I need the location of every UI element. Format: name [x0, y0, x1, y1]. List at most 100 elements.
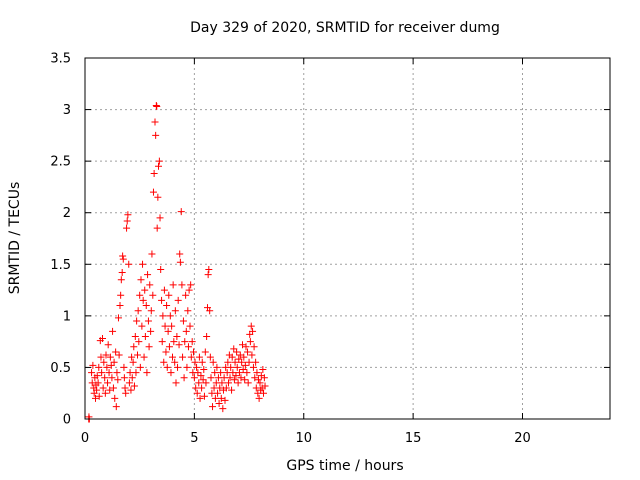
data-point — [155, 157, 163, 165]
y-tick-label: 1.5 — [50, 258, 71, 273]
data-point — [153, 102, 161, 110]
data-point — [144, 317, 152, 325]
data-point — [217, 369, 225, 377]
data-point — [104, 379, 112, 387]
data-point — [163, 302, 171, 310]
data-point — [110, 358, 118, 366]
data-point — [190, 374, 198, 382]
data-point — [136, 291, 144, 299]
data-point — [117, 291, 125, 299]
data-point — [177, 208, 185, 216]
y-tick-labels: 0 0.5 1 1.5 2 2.5 3 3.5 — [50, 52, 71, 428]
data-point — [256, 379, 264, 387]
data-point — [88, 369, 96, 377]
data-point — [231, 358, 239, 366]
data-point — [166, 312, 174, 320]
data-point — [123, 224, 131, 232]
data-point — [253, 369, 261, 377]
data-point — [228, 353, 236, 361]
data-point — [97, 353, 105, 361]
data-point — [132, 369, 140, 377]
data-point — [217, 394, 225, 402]
data-point — [135, 338, 143, 346]
data-point — [170, 338, 178, 346]
data-point — [211, 394, 219, 402]
data-point — [248, 351, 256, 359]
data-point — [154, 193, 162, 201]
data-point — [169, 281, 177, 289]
data-point — [130, 382, 138, 390]
x-tick-label: 10 — [295, 431, 312, 446]
data-point — [176, 258, 184, 266]
data-point — [197, 372, 205, 380]
data-point — [129, 358, 137, 366]
data-point — [209, 358, 217, 366]
data-point — [93, 386, 101, 394]
data-point — [180, 374, 188, 382]
data-point — [244, 348, 252, 356]
data-point — [251, 374, 259, 382]
data-point — [168, 322, 176, 330]
data-point — [147, 307, 155, 315]
data-point — [225, 379, 232, 387]
data-point — [153, 224, 161, 232]
data-point — [221, 396, 229, 404]
data-point — [175, 341, 183, 349]
y-tick-label: 0.5 — [50, 361, 71, 376]
data-point — [230, 345, 238, 353]
data-point — [252, 384, 260, 392]
data-point — [151, 118, 159, 126]
data-point — [155, 162, 162, 170]
data-point — [249, 363, 257, 371]
data-point — [157, 265, 165, 273]
data-point — [121, 384, 129, 392]
data-point — [128, 374, 136, 382]
data-point — [203, 332, 211, 340]
data-point — [241, 361, 249, 369]
data-point — [117, 276, 125, 284]
y-axis-title: SRMTID / TECUs — [7, 182, 23, 295]
data-point — [95, 363, 103, 371]
data-point — [174, 363, 182, 371]
data-point — [156, 214, 164, 222]
data-point — [194, 369, 202, 377]
data-point — [100, 358, 108, 366]
data-point — [160, 286, 168, 294]
data-point — [239, 365, 247, 373]
data-point — [185, 286, 193, 294]
data-point — [206, 307, 214, 315]
data-point — [119, 255, 127, 263]
data-point — [235, 355, 243, 363]
data-point — [141, 332, 149, 340]
y-tick-label: 3 — [63, 103, 71, 118]
data-point — [160, 358, 168, 366]
data-point — [93, 372, 101, 380]
data-point — [200, 392, 208, 400]
data-point — [136, 363, 144, 371]
data-point — [245, 358, 253, 366]
data-point — [138, 322, 146, 330]
data-point — [246, 338, 254, 346]
data-point — [173, 332, 181, 340]
data-point — [109, 384, 117, 392]
data-point — [179, 353, 187, 361]
x-tick-label: 0 — [81, 431, 89, 446]
data-point — [202, 379, 210, 387]
data-point — [149, 291, 157, 299]
data-point — [219, 405, 227, 413]
data-point — [114, 314, 122, 322]
data-point — [128, 353, 136, 361]
data-point — [261, 382, 269, 390]
data-point — [187, 353, 195, 361]
data-point — [190, 348, 197, 356]
chart-title: Day 329 of 2020, SRMTID for receiver dum… — [190, 20, 500, 36]
data-point — [167, 369, 175, 377]
data-point — [133, 317, 141, 325]
data-point — [211, 369, 219, 377]
data-point — [184, 307, 192, 315]
data-point — [182, 327, 190, 335]
data-point — [115, 351, 123, 359]
data-point — [179, 317, 187, 325]
data-point — [163, 363, 171, 371]
data-point — [183, 363, 191, 371]
